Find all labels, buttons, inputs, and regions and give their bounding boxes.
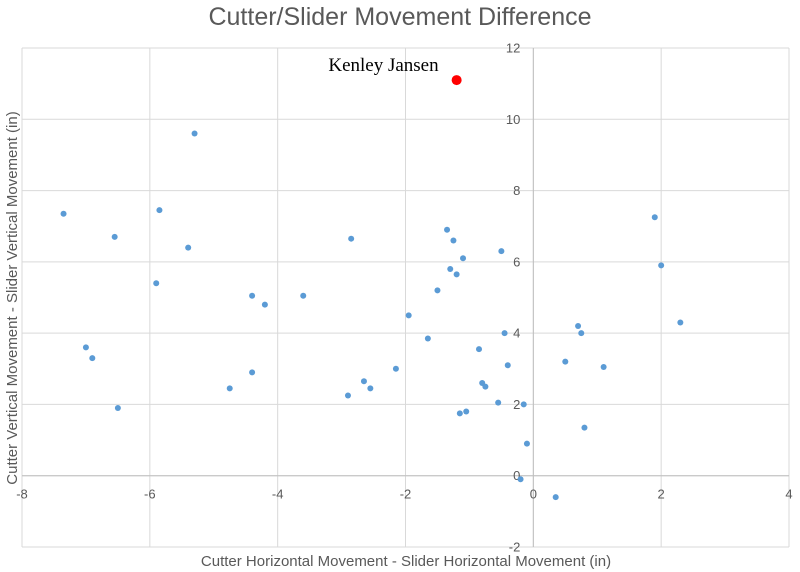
- y-axis-label: Cutter Vertical Movement - Slider Vertic…: [4, 111, 21, 484]
- data-point: [300, 292, 307, 299]
- data-point: [651, 214, 658, 221]
- highlight-point: [451, 75, 462, 86]
- data-point: [89, 355, 96, 362]
- y-tick-label: 4: [513, 326, 520, 341]
- data-point: [444, 226, 451, 233]
- x-tick-label: 4: [785, 487, 792, 502]
- x-tick-label: -6: [144, 487, 156, 502]
- data-point: [434, 287, 441, 294]
- data-point: [578, 330, 585, 337]
- tick-labels: -8 -6 -4 -2 0 2 4 -2 0 2 4 6 8 10 12: [16, 41, 792, 555]
- axes: [22, 48, 789, 547]
- x-tick-label: -8: [16, 487, 28, 502]
- data-point: [562, 358, 569, 365]
- data-point: [367, 385, 374, 392]
- x-tick-label: 0: [530, 487, 537, 502]
- data-point: [517, 476, 524, 483]
- data-point: [249, 292, 256, 299]
- y-tick-label: 10: [506, 112, 520, 127]
- y-tick-label: 0: [513, 468, 520, 483]
- data-point: [575, 323, 582, 330]
- data-point: [600, 364, 607, 371]
- x-tick-label: -4: [272, 487, 284, 502]
- data-point: [677, 319, 684, 326]
- data-point: [456, 410, 463, 417]
- data-point: [495, 399, 502, 406]
- data-point: [424, 335, 431, 342]
- data-point: [504, 362, 511, 369]
- data-point: [476, 346, 483, 353]
- data-point: [392, 365, 399, 372]
- data-point: [226, 385, 233, 392]
- data-point: [523, 440, 530, 447]
- data-point: [450, 237, 457, 244]
- data-point: [261, 301, 268, 308]
- data-point: [453, 271, 460, 278]
- data-point: [581, 424, 588, 431]
- y-tick-label: 12: [506, 41, 520, 56]
- data-point: [344, 392, 351, 399]
- data-point: [463, 408, 470, 415]
- data-point: [60, 210, 67, 217]
- y-tick-label: -2: [509, 540, 521, 555]
- data-point: [185, 244, 192, 251]
- highlight-label: Kenley Jansen: [328, 55, 439, 76]
- chart-title: Cutter/Slider Movement Difference: [208, 3, 591, 31]
- data-point: [447, 265, 454, 272]
- highlight-group: Kenley Jansen: [328, 55, 462, 86]
- data-point: [520, 401, 527, 408]
- data-point: [501, 330, 508, 337]
- y-tick-label: 2: [513, 397, 520, 412]
- y-tick-label: 8: [513, 183, 520, 198]
- data-point: [156, 207, 163, 214]
- data-point: [360, 378, 367, 385]
- y-tick-label: 6: [513, 254, 520, 269]
- data-point: [552, 494, 559, 501]
- data-point: [460, 255, 467, 262]
- data-point: [249, 369, 256, 376]
- data-point: [111, 233, 118, 240]
- data-point: [498, 248, 505, 255]
- x-tick-label: -2: [400, 487, 412, 502]
- data-point: [153, 280, 160, 287]
- data-point: [405, 312, 412, 319]
- data-point: [658, 262, 665, 269]
- data-point: [191, 130, 198, 137]
- data-point: [482, 383, 489, 390]
- data-point: [114, 404, 121, 411]
- gridlines: [21, 47, 790, 548]
- data-point: [82, 344, 89, 351]
- x-tick-label: 2: [658, 487, 665, 502]
- data-point: [348, 235, 355, 242]
- data-points: [60, 130, 684, 501]
- x-axis-label: Cutter Horizontal Movement - Slider Hori…: [201, 553, 611, 570]
